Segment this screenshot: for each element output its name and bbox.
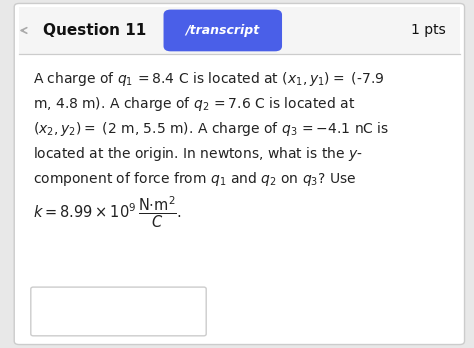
Text: 1 pts: 1 pts	[411, 23, 446, 38]
Text: /transcript: /transcript	[186, 24, 260, 37]
Text: m, 4.8 m). A charge of $q_2\,{=}7.6$ C is located at: m, 4.8 m). A charge of $q_2\,{=}7.6$ C i…	[33, 95, 356, 113]
Text: located at the origin. In newtons, what is the $y$-: located at the origin. In newtons, what …	[33, 145, 363, 163]
FancyBboxPatch shape	[164, 10, 282, 52]
FancyBboxPatch shape	[31, 287, 206, 336]
Text: $k = 8.99 \times 10^9\,\dfrac{\mathrm{N{\cdot}m^2}}{C}.$: $k = 8.99 \times 10^9\,\dfrac{\mathrm{N{…	[33, 195, 182, 230]
Text: $(x_2, y_2) = $ (2 m, 5.5 m). A charge of $q_3\,{=}{-}4.1$ nC is: $(x_2, y_2) = $ (2 m, 5.5 m). A charge o…	[33, 120, 390, 138]
FancyBboxPatch shape	[14, 3, 465, 345]
Text: Question 11: Question 11	[43, 23, 146, 38]
Text: A charge of $q_1\,{=}8.4$ C is located at $(x_1, y_1) = $ (-7.9: A charge of $q_1\,{=}8.4$ C is located a…	[33, 70, 384, 88]
Text: component of force from $q_1$ and $q_2$ on $q_3$? Use: component of force from $q_1$ and $q_2$ …	[33, 170, 357, 188]
Bar	[19, 7, 460, 54]
